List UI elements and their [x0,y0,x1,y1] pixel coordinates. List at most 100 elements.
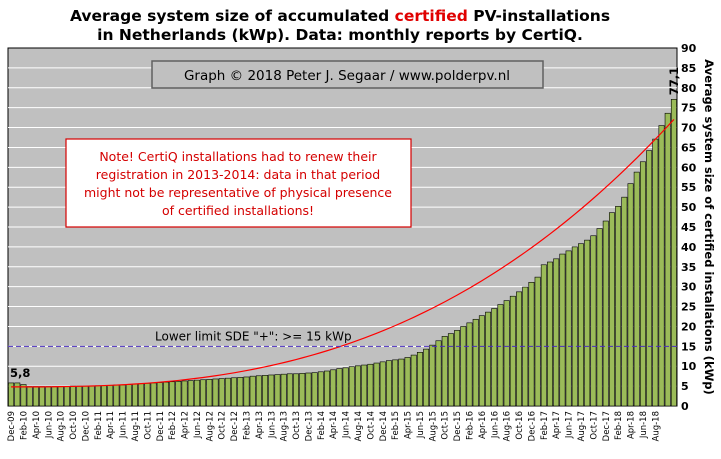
bar [132,383,138,407]
bar [361,364,368,407]
bar [423,348,430,407]
bar [88,385,95,407]
x-tick-label: Apr-18 [627,411,637,439]
y-tick-label: 30 [681,281,697,294]
bar [553,258,560,407]
y-tick-label: 15 [681,340,696,353]
bar [249,375,256,407]
bar [454,330,461,407]
bar [113,384,120,407]
x-tick-label: Jun-15 [416,411,426,439]
x-tick-label: Aug-18 [651,411,661,441]
bar [491,308,498,407]
bar [447,333,454,407]
bar [82,385,89,407]
bar [150,382,157,407]
x-tick-label: Jun-18 [639,411,649,439]
bar [63,386,70,407]
x-tick-label: Oct-14 [366,411,376,440]
x-tick-label: Dec-17 [602,411,612,441]
x-tick-label: Feb-10 [19,411,29,440]
bar [578,243,584,407]
x-tick-label: Feb-11 [94,411,104,440]
bar [237,377,244,407]
x-tick-label: Oct-10 [69,411,79,440]
bar [664,112,671,407]
bar [212,378,219,407]
y-tick-label: 80 [681,82,697,95]
x-tick-label: Jun-14 [342,411,352,439]
chart-title-line2: in Netherlands (kWp). Data: monthly repo… [97,26,583,44]
y-axis-tick-labels: 0 5 10 15 20 25 30 35 40 45 50 55 60 65 70 75 80 85 90 [681,42,697,413]
bar [293,373,300,407]
bar [416,351,423,407]
x-tick-label: Feb-12 [168,411,178,440]
y-tick-label: 10 [681,360,697,373]
x-tick-label: Dec-10 [81,411,91,441]
bar [584,239,591,407]
bar [187,380,194,407]
x-tick-label: Aug-17 [577,411,587,441]
bar [472,318,479,407]
data-label-first: 5,8 [10,366,30,380]
y-tick-label: 65 [681,141,696,154]
y-tick-label: 85 [681,62,696,75]
x-tick-label: Feb-14 [317,411,327,440]
bar [615,206,622,407]
bar [70,385,77,407]
bar [509,295,516,407]
x-tick-label: Aug-14 [354,411,364,441]
bar [224,377,231,407]
x-tick-label: Oct-13 [292,411,302,440]
bar [528,281,535,407]
bar [596,228,603,407]
bar [51,386,58,407]
bar [602,220,609,407]
bar [200,379,207,407]
bar [392,359,399,407]
bar [547,261,553,407]
x-tick-label: Dec-13 [304,411,314,441]
bar [169,381,176,407]
bar [193,379,200,407]
bar [45,386,52,407]
x-tick-label: Feb-16 [465,411,475,440]
x-tick-label: Apr-14 [329,411,339,439]
bar [639,161,646,407]
y-tick-label: 0 [681,400,689,413]
bar [280,373,287,407]
bar [398,358,405,407]
bar [243,376,250,407]
bar [627,183,634,407]
bar [336,368,343,407]
x-tick-label: Aug-15 [428,411,438,441]
bar [503,300,510,407]
x-tick-label: Apr-11 [106,411,116,439]
bar [311,372,318,407]
x-tick-label: Jun-13 [267,411,277,439]
bar [633,171,640,407]
bar [144,383,151,407]
bar [32,386,39,407]
bar [255,375,262,407]
trend-line [11,119,675,388]
bar [305,372,312,407]
bar [175,381,182,407]
bar [373,362,380,407]
bar [8,382,15,407]
x-tick-label: Jun-17 [565,411,575,439]
bar [571,246,578,407]
bar [181,380,188,407]
x-tick-label: Dec-09 [7,411,17,441]
y-tick-label: 75 [681,102,696,115]
bar [485,311,492,407]
bar [478,315,485,407]
x-tick-label: Aug-11 [131,411,141,441]
bar [385,360,392,407]
reference-line-label: Lower limit SDE "+": >= 15 kWp [155,329,352,343]
bar [355,365,361,407]
credit-text: Graph © 2018 Peter J. Segaar / www.polde… [184,68,510,84]
bar [658,125,665,407]
bar [330,369,337,407]
bar [286,373,293,407]
